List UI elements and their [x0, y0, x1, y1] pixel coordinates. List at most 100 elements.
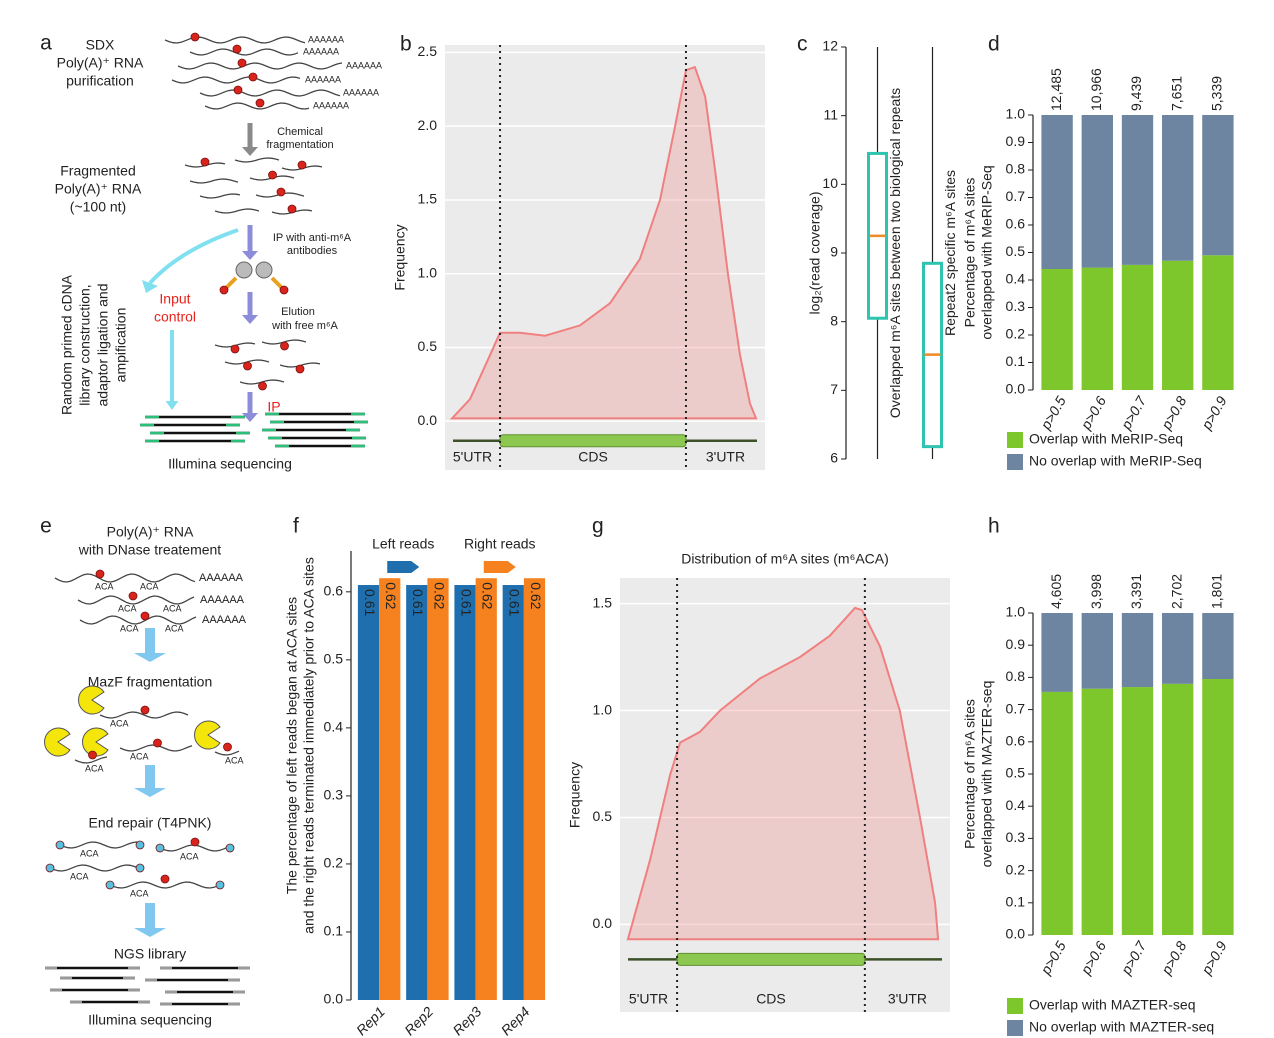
x-tick-label: Repeat2 specific m⁶A sites: [942, 170, 958, 336]
y-axis-label: The percentage of left reads began at AC…: [284, 597, 300, 894]
step-text: purification: [66, 73, 134, 89]
x-tick-label: Rep1: [353, 1003, 388, 1038]
panel-letter: b: [400, 33, 412, 56]
poly-a-tail: AAAAAA: [303, 46, 339, 56]
mazf-enzyme: [78, 685, 105, 715]
y-tick-label: 0.2: [1006, 326, 1026, 342]
step-text: NGS library: [114, 946, 186, 962]
rna-strand: [109, 881, 219, 889]
modification-dot: [190, 837, 200, 847]
arrow-shaft: [170, 330, 174, 402]
modification-dot: [297, 160, 307, 170]
value-label: 0.61: [458, 589, 474, 616]
step-text: fragmentation: [266, 139, 333, 151]
modification-dot: [268, 170, 277, 180]
y-tick-label: 0.4: [1006, 797, 1026, 813]
motif: ACA: [70, 871, 89, 881]
input-arrow: [148, 228, 239, 285]
legend-label: No overlap with MeRIP-Seq: [1029, 453, 1202, 469]
motif: ACA: [95, 581, 114, 591]
y-tick-label: 1.0: [1006, 604, 1026, 620]
arrow-head: [134, 653, 166, 662]
mazf-enzyme: [82, 727, 109, 757]
bar-segment: [1041, 691, 1073, 935]
poly-a-tail: AAAAAA: [308, 34, 344, 44]
bar-segment: [1121, 613, 1154, 688]
y-tick-label: 0.5: [1006, 243, 1026, 259]
y-tick-label: 0.5: [1006, 765, 1026, 781]
modification-dot: [153, 738, 162, 748]
bar-segment: [1162, 683, 1194, 935]
modification-dot: [95, 569, 105, 579]
modification-dot: [45, 863, 55, 873]
step-text: End repair (T4PNK): [89, 815, 212, 831]
y-axis-label: Percentage of m⁶A sites: [962, 699, 978, 849]
mazf-enzyme: [194, 720, 221, 750]
legend-label: Left reads: [372, 536, 434, 552]
y-tick-label: 0.4: [1006, 271, 1026, 287]
arrow-head: [242, 315, 258, 324]
bar-segment: [1041, 115, 1073, 269]
rna-strand: [59, 841, 141, 849]
y-tick-label: 0.9: [1006, 636, 1026, 652]
arrow-head: [242, 251, 258, 260]
arrow-shaft: [247, 292, 253, 316]
mazf-enzyme: [44, 727, 71, 757]
y-tick-label: 0.5: [324, 651, 344, 667]
x-tick-label: p>0.5: [1037, 938, 1069, 978]
bar-segment: [1202, 115, 1234, 256]
step-text: IP with anti-m⁶A: [273, 232, 352, 244]
y-tick-label: 0.2: [324, 855, 344, 871]
y-tick-label: 0.3: [1006, 829, 1026, 845]
modification-dot: [280, 341, 289, 351]
poly-a-tail: AAAAAA: [346, 60, 382, 70]
y-tick-label: 1.0: [593, 701, 613, 717]
x-tick-label: p>0.8: [1157, 938, 1189, 978]
modification-dot: [135, 840, 145, 850]
bar: [523, 578, 546, 1000]
legend-swatch: [1007, 998, 1023, 1014]
modification-dot: [295, 364, 305, 374]
modification-dot: [248, 72, 258, 82]
modification-dot: [200, 157, 210, 167]
panel-letter: a: [40, 32, 52, 55]
rna-strand: [214, 208, 260, 214]
modification-dot: [223, 742, 232, 752]
bar-segment: [1081, 115, 1113, 268]
y-axis-label: overlapped with MeRIP-Seq: [979, 165, 995, 339]
bar-label: 3,391: [1128, 574, 1144, 609]
y-tick-label: 0.7: [1006, 700, 1026, 716]
arrow-shaft: [247, 123, 253, 148]
y-tick-label: 0.0: [324, 991, 344, 1007]
region-label: 5'UTR: [453, 449, 492, 465]
step-text: (~100 nt): [70, 199, 126, 215]
bar-segment: [1041, 269, 1073, 390]
poly-a-tail: AAAAAA: [305, 74, 341, 84]
step-text: with DNase treatement: [78, 542, 222, 558]
bar: [406, 585, 428, 1000]
y-tick-label: 10: [822, 175, 838, 191]
rna-strand: [204, 102, 310, 110]
panel-letter: c: [797, 33, 808, 56]
modification-dot: [230, 344, 240, 354]
y-axis-label: log₂(read coverage): [807, 192, 823, 315]
x-tick-label: p>0.6: [1077, 393, 1109, 433]
bar-label: 4,605: [1048, 574, 1064, 609]
legend-marker: [387, 561, 420, 573]
plot-background: [445, 45, 765, 470]
y-axis-label: overlapped with MAZTER-seq: [979, 681, 995, 868]
poly-a-tail: AAAAAA: [199, 572, 244, 584]
step-text: with free m⁶A: [271, 320, 338, 332]
bar-segment: [1162, 613, 1194, 684]
modification-dot: [237, 58, 247, 68]
step-text: SDX: [86, 37, 115, 53]
arrow-head: [242, 147, 258, 156]
y-tick-label: 9: [830, 244, 838, 260]
step-text: Illumina sequencing: [168, 456, 292, 472]
y-tick-label: 0.1: [1006, 894, 1026, 910]
rna-strand: [214, 750, 240, 756]
motif: ACA: [225, 755, 244, 765]
y-axis-label: and the right reads terminated immediate…: [301, 557, 317, 934]
modification-dot: [232, 44, 242, 54]
